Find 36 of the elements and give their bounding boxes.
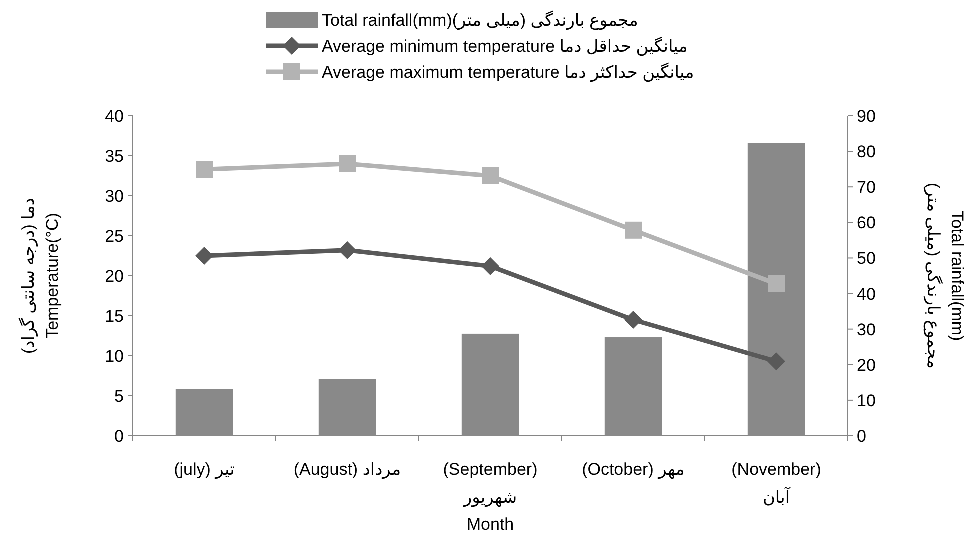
point (196, 161, 213, 178)
legend-label: Total rainfall(mm)مجموع بارندگی (میلی متر) (322, 10, 638, 31)
point (338, 241, 356, 260)
x-tick-label: (October) مهر (582, 460, 685, 480)
y-tick-label: 20 (105, 267, 124, 286)
y-tick-label: 0 (114, 427, 124, 446)
legend-label: Average maximum temperature میانگین حداکثر دما (322, 62, 694, 83)
y2-tick-label: 20 (857, 356, 876, 375)
y-tick-label: 5 (114, 387, 124, 406)
point (625, 222, 642, 239)
point (196, 247, 214, 265)
y2-tick-label: 0 (857, 427, 866, 446)
point (339, 156, 356, 172)
point (624, 311, 642, 329)
x-tick-label: (August) مرداد (294, 460, 402, 480)
y-tick-label: 15 (105, 307, 124, 326)
y2-tick-label: 50 (857, 249, 876, 268)
y2-tick-label: 40 (857, 284, 876, 304)
y-tick-label: 10 (105, 347, 124, 366)
point (482, 257, 500, 276)
y2-tick-label: 30 (857, 320, 876, 340)
y-tick-label: 25 (105, 227, 124, 246)
y2-tick-label: 70 (857, 178, 876, 198)
y2-tick-label: 80 (857, 142, 876, 162)
x-axis-title: Month (466, 515, 514, 534)
y2-tick-label: 90 (857, 107, 876, 126)
point (768, 276, 785, 292)
y2-tick-label: 10 (857, 391, 876, 410)
y-tick-label: 35 (105, 147, 124, 166)
legend-label: Average minimum temperature میانگین حداقل دما (322, 36, 688, 57)
point (768, 352, 786, 371)
point (482, 168, 499, 184)
x-tick-label: (july) تیر (174, 460, 236, 480)
y-tick-label: 40 (105, 107, 124, 126)
y2-tick-label: 60 (857, 214, 876, 233)
y-tick-label: 30 (105, 187, 124, 206)
